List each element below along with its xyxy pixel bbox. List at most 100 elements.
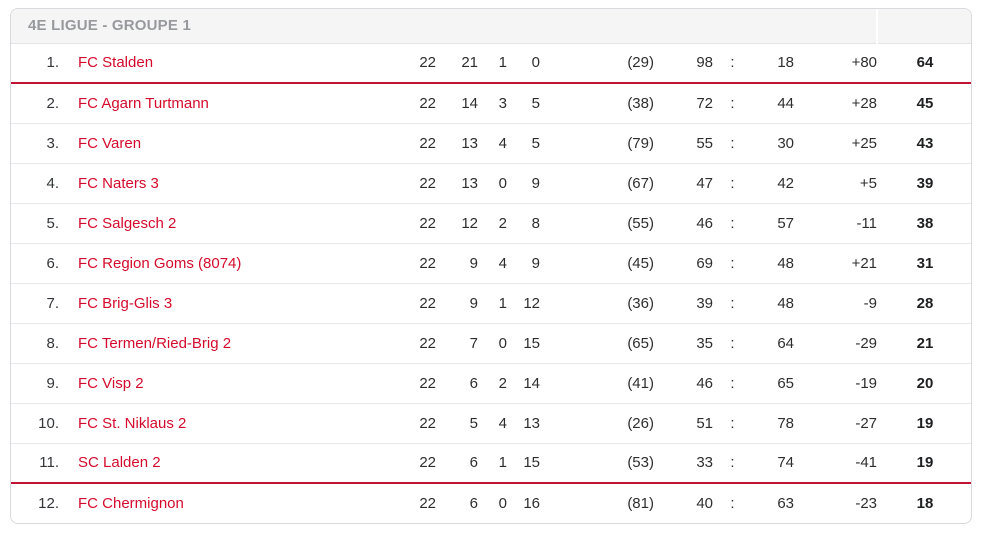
rank-cell: 8. (11, 323, 61, 364)
colon-separator: : (713, 443, 752, 484)
bonus-cell: (55) (540, 203, 654, 244)
draws-cell: 4 (478, 123, 507, 164)
draws-cell: 0 (478, 323, 507, 364)
table-row: 2. FC Agarn Turtmann 22 14 3 5 (38) 72 :… (11, 83, 971, 124)
bonus-cell: (45) (540, 243, 654, 284)
goals-against-cell: 18 (752, 43, 794, 84)
team-link[interactable]: FC St. Niklaus 2 (61, 403, 378, 444)
bonus-cell: (81) (627, 495, 654, 512)
team-link[interactable]: FC Termen/Ried-Brig 2 (61, 323, 378, 364)
header-row: 4E LIGUE - GROUPE 1 (11, 9, 971, 44)
bonus-cell: (38) (540, 83, 654, 124)
bonus-cell: (67) (540, 163, 654, 204)
colon-separator: : (713, 83, 752, 124)
team-link[interactable]: FC Stalden (61, 43, 378, 84)
table-row: 9. FC Visp 2 22 6 2 14 (41) 46 : 65 -19 … (11, 363, 971, 404)
points-cell: 21 (877, 323, 971, 364)
diff-cell: +80 (794, 43, 878, 84)
colon-separator: : (713, 203, 752, 244)
points-cell: 39 (877, 163, 971, 204)
colon-separator: : (730, 495, 735, 512)
points-cell: 45 (877, 83, 971, 124)
goals-against-cell: 64 (752, 323, 794, 364)
goals-against-cell: 65 (752, 363, 794, 404)
team-link[interactable]: FC Naters 3 (61, 163, 378, 204)
team-link[interactable]: FC Salgesch 2 (61, 203, 378, 244)
team-link[interactable]: FC Agarn Turtmann (61, 83, 378, 124)
rank-cell: 9. (11, 363, 61, 404)
goals-for-cell: 69 (654, 243, 713, 284)
rank-cell: 11. (11, 443, 61, 484)
played-cell: 22 (378, 363, 436, 404)
points-header-cell (876, 9, 971, 44)
points-cell: 43 (877, 123, 971, 164)
table-row: 1. FC Stalden 22 21 1 0 (29) 98 : 18 +80… (11, 43, 971, 84)
table-row: 10. FC St. Niklaus 2 22 5 4 13 (26) 51 :… (11, 403, 971, 444)
played-cell: 22 (378, 283, 436, 324)
wins-cell: 5 (436, 403, 478, 444)
goals-against-cell: 78 (752, 403, 794, 444)
bonus-cell: (65) (540, 323, 654, 364)
diff-cell: +5 (794, 163, 878, 204)
goals-against-cell: 42 (752, 163, 794, 204)
wins-cell: 21 (436, 43, 478, 84)
team-link[interactable]: FC Region Goms (8074) (61, 243, 378, 284)
team-link[interactable]: FC Varen (61, 123, 378, 164)
goals-for-cell: 55 (654, 123, 713, 164)
colon-separator: : (713, 243, 752, 284)
played-cell: 22 (419, 495, 436, 512)
team-link[interactable]: FC Chermignon (78, 495, 184, 512)
table-row: 12. FC Chermignon 22 6 0 16 (81) 40 : 63… (11, 483, 971, 523)
goals-for-cell: 40 (696, 495, 713, 512)
goals-for-cell: 33 (654, 443, 713, 484)
table-header: 4E LIGUE - GROUPE 1 (11, 9, 971, 44)
colon-separator: : (713, 403, 752, 444)
table-body: 1. FC Stalden 22 21 1 0 (29) 98 : 18 +80… (11, 43, 971, 523)
played-cell: 22 (378, 243, 436, 284)
table-row: 4. FC Naters 3 22 13 0 9 (67) 47 : 42 +5… (11, 163, 971, 204)
rank-cell: 1. (11, 43, 61, 84)
diff-cell: -29 (794, 323, 878, 364)
team-link[interactable]: SC Lalden 2 (61, 443, 378, 484)
wins-cell: 9 (436, 243, 478, 284)
draws-cell: 0 (498, 495, 507, 512)
goals-against-cell: 63 (777, 495, 794, 512)
draws-cell: 4 (478, 243, 507, 284)
draws-cell: 2 (478, 363, 507, 404)
losses-cell: 16 (523, 495, 540, 512)
diff-cell: -19 (794, 363, 878, 404)
colon-separator: : (713, 163, 752, 204)
table-row: 11. SC Lalden 2 22 6 1 15 (53) 33 : 74 -… (11, 443, 971, 484)
points-cell: 31 (877, 243, 971, 284)
played-cell: 22 (378, 403, 436, 444)
team-link[interactable]: FC Brig-Glis 3 (61, 283, 378, 324)
losses-cell: 12 (507, 283, 540, 324)
diff-cell: -9 (794, 283, 878, 324)
points-cell: 20 (877, 363, 971, 404)
bonus-cell: (29) (540, 43, 654, 84)
goals-against-cell: 48 (752, 283, 794, 324)
losses-cell: 15 (507, 323, 540, 364)
wins-cell: 9 (436, 283, 478, 324)
diff-cell: -23 (855, 495, 878, 512)
losses-cell: 15 (507, 443, 540, 484)
losses-cell: 5 (507, 123, 540, 164)
rank-cell: 2. (11, 83, 61, 124)
wins-cell: 14 (436, 83, 478, 124)
goals-against-cell: 48 (752, 243, 794, 284)
wins-cell: 13 (436, 163, 478, 204)
rank-cell: 7. (11, 283, 61, 324)
played-cell: 22 (378, 43, 436, 84)
losses-cell: 9 (507, 243, 540, 284)
losses-cell: 14 (507, 363, 540, 404)
bonus-cell: (79) (540, 123, 654, 164)
diff-cell: -27 (794, 403, 878, 444)
colon-separator: : (713, 43, 752, 84)
diff-cell: +28 (794, 83, 878, 124)
goals-for-cell: 39 (654, 283, 713, 324)
wins-cell: 13 (436, 123, 478, 164)
team-link[interactable]: FC Visp 2 (61, 363, 378, 404)
goals-for-cell: 51 (654, 403, 713, 444)
rank-cell: 6. (11, 243, 61, 284)
played-cell: 22 (378, 83, 436, 124)
